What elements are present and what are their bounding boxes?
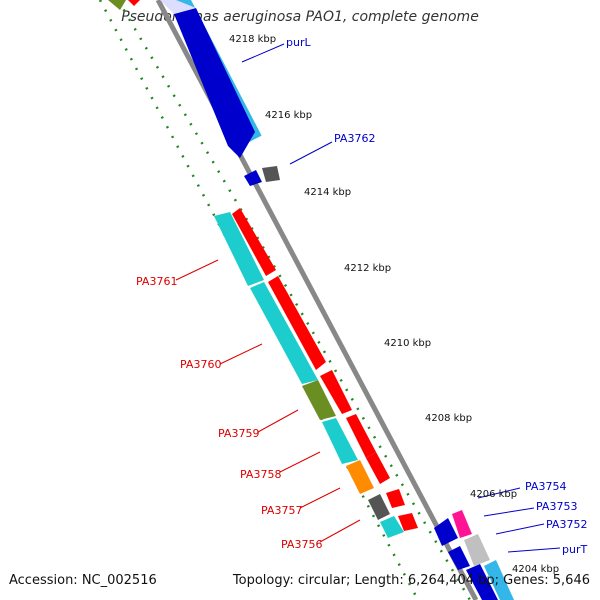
accession-label: Accession: NC_002516 [9, 573, 157, 588]
map-title: Pseudomonas aeruginosa PAO1, complete ge… [121, 9, 479, 25]
gene-PA3757-red[interactable] [366, 452, 390, 484]
gene-red-top-left [128, 0, 140, 6]
label-leaders [175, 43, 561, 553]
label-PA3762[interactable]: PA3762 [334, 132, 375, 145]
leader-PA3752 [495, 523, 545, 535]
gene-blue-small [244, 170, 262, 186]
leader-PA3759 [257, 409, 299, 433]
tick-label: 4208 kbp [425, 413, 472, 424]
leader-purT [507, 547, 561, 553]
tick-label: 4206 kbp [470, 489, 517, 500]
leader-PA3753 [483, 507, 535, 517]
tick-labels: 4218 kbp 4216 kbp 4214 kbp 4212 kbp 4210… [229, 34, 559, 575]
leader-PA3761 [175, 259, 219, 281]
label-purL[interactable]: purL [286, 36, 311, 49]
leader-PA3758 [279, 451, 321, 473]
tick-label: 4214 kbp [304, 187, 351, 198]
label-PA3753[interactable]: PA3753 [536, 500, 577, 513]
gene-PA3761-red[interactable] [232, 208, 276, 276]
gene-PA3753[interactable] [452, 510, 472, 538]
gene-PA3756-cyan[interactable] [380, 516, 404, 538]
label-PA3761[interactable]: PA3761 [136, 275, 177, 288]
gene-purL-reverse [174, 8, 255, 158]
leader-PA3757 [299, 487, 341, 509]
label-PA3759[interactable]: PA3759 [218, 427, 259, 440]
label-PA3752[interactable]: PA3752 [546, 518, 587, 531]
gene-PA3762[interactable] [262, 166, 280, 182]
gene-PA3753-light[interactable] [464, 534, 490, 566]
gene-label-text: purL PA3762 PA3761 PA3760 PA3759 PA3758 … [136, 36, 587, 556]
genome-summary: Topology: circular; Length: 6,264,404 bp… [232, 573, 590, 588]
tick-label: 4204 kbp [512, 564, 559, 575]
gene-purL-light [160, 0, 196, 14]
gene-PA3754[interactable] [434, 518, 458, 546]
gene-PA3752[interactable] [448, 546, 470, 570]
label-PA3760[interactable]: PA3760 [180, 358, 221, 371]
label-purT[interactable]: purT [562, 543, 587, 556]
tick-label: 4216 kbp [265, 110, 312, 121]
leader-purL [241, 43, 285, 63]
gene-PA3758-red[interactable] [346, 414, 376, 458]
leader-PA3756 [319, 519, 361, 543]
tick-label: 4210 kbp [384, 338, 431, 349]
label-PA3757[interactable]: PA3757 [261, 504, 302, 517]
gene-PA3758[interactable] [322, 418, 358, 464]
gene-PA3757[interactable] [346, 460, 374, 494]
gene-PA3756[interactable] [368, 494, 390, 520]
label-PA3756[interactable]: PA3756 [281, 538, 322, 551]
gene-purT[interactable] [466, 564, 498, 600]
leader-PA3760 [219, 343, 263, 365]
leader-PA3754 [477, 487, 521, 499]
label-PA3754[interactable]: PA3754 [525, 480, 566, 493]
gene-blue-top-left [108, 0, 126, 10]
gene-PA3761[interactable] [214, 212, 264, 286]
label-PA3758[interactable]: PA3758 [240, 468, 281, 481]
gene-PA3756-fwd [398, 513, 418, 531]
gene-PA3759[interactable] [302, 380, 336, 420]
tick-label: 4218 kbp [229, 34, 276, 45]
gene-PA3760[interactable] [250, 282, 318, 384]
gene-PA3760-red[interactable] [268, 276, 326, 370]
gene-purT-light[interactable] [484, 560, 514, 600]
gene-PA3759-red[interactable] [320, 370, 352, 414]
gene-PA3757-fwd [386, 489, 405, 508]
leader-PA3762 [289, 141, 333, 165]
tick-label: 4212 kbp [344, 263, 391, 274]
